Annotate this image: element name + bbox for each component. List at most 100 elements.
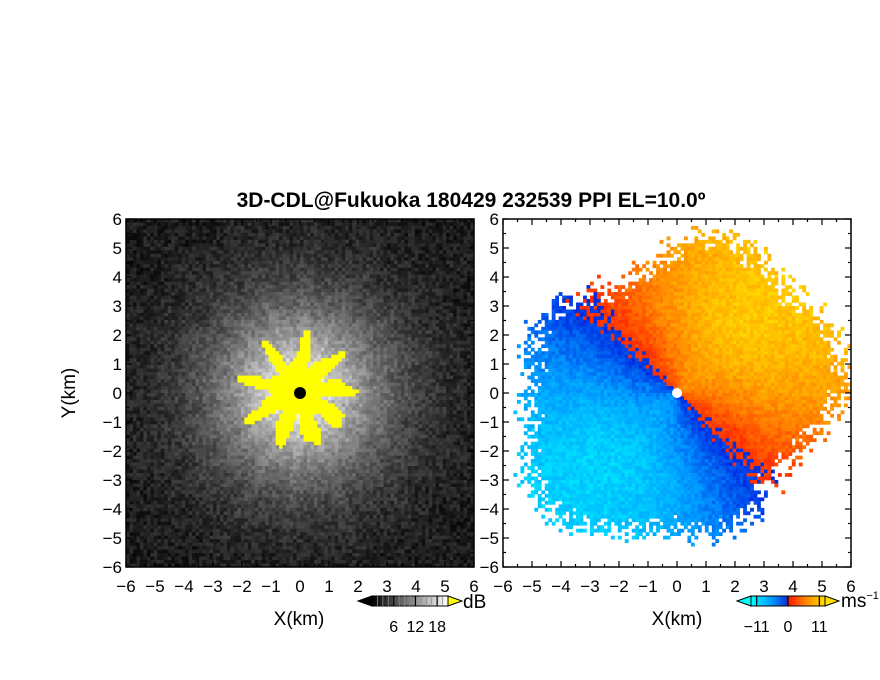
backscatter-cell bbox=[258, 312, 263, 317]
backscatter-cell bbox=[449, 316, 454, 321]
backscatter-cell bbox=[167, 264, 172, 269]
backscatter-cell bbox=[174, 250, 179, 255]
backscatter-cell bbox=[171, 333, 176, 338]
backscatter-cell bbox=[334, 274, 339, 279]
backscatter-cell bbox=[467, 225, 471, 230]
backscatter-cell bbox=[146, 250, 151, 255]
backscatter-cell bbox=[258, 344, 263, 349]
backscatter-cell bbox=[213, 271, 217, 276]
backscatter-cell bbox=[202, 358, 207, 363]
backscatter-cell bbox=[192, 351, 196, 356]
backscatter-cell bbox=[136, 386, 141, 390]
backscatter-cell bbox=[261, 354, 266, 359]
backscatter-cell bbox=[380, 316, 384, 321]
backscatter-cell bbox=[380, 278, 384, 282]
backscatter-cell bbox=[397, 344, 402, 349]
backscatter-cell bbox=[160, 236, 165, 241]
backscatter-cell bbox=[213, 274, 217, 279]
backscatter-cell bbox=[251, 379, 256, 383]
backscatter-cell bbox=[345, 295, 350, 300]
backscatter-cell bbox=[268, 267, 273, 272]
backscatter-cell bbox=[199, 250, 203, 255]
backscatter-cell bbox=[275, 302, 280, 307]
backscatter-cell bbox=[150, 354, 155, 359]
backscatter-cell bbox=[467, 281, 471, 286]
backscatter-cell bbox=[439, 375, 444, 380]
backscatter-cell bbox=[456, 295, 461, 300]
backscatter-cell bbox=[167, 299, 172, 303]
backscatter-cell bbox=[446, 365, 450, 369]
backscatter-cell bbox=[261, 375, 266, 380]
backscatter-cell bbox=[380, 260, 384, 265]
backscatter-cell bbox=[296, 271, 301, 276]
backscatter-cell bbox=[202, 236, 207, 241]
backscatter-cell bbox=[345, 368, 350, 373]
backscatter-cell bbox=[206, 333, 210, 338]
backscatter-cell bbox=[126, 257, 130, 262]
backscatter-cell bbox=[414, 288, 419, 293]
backscatter-cell bbox=[421, 365, 426, 369]
backscatter-cell bbox=[442, 246, 447, 251]
backscatter-cell bbox=[153, 229, 158, 234]
backscatter-cell bbox=[345, 281, 350, 286]
backscatter-cell bbox=[300, 379, 304, 383]
backscatter-cell bbox=[310, 250, 315, 255]
backscatter-cell bbox=[407, 271, 412, 276]
backscatter-cell bbox=[369, 347, 374, 352]
backscatter-cell bbox=[251, 281, 256, 286]
backscatter-cell bbox=[313, 264, 318, 269]
backscatter-cell bbox=[286, 375, 290, 380]
backscatter-cell bbox=[331, 281, 336, 286]
backscatter-cell bbox=[435, 257, 440, 262]
backscatter-cell bbox=[258, 337, 263, 342]
backscatter-cell bbox=[136, 382, 141, 387]
backscatter-cell bbox=[463, 288, 468, 293]
backscatter-cell bbox=[404, 354, 409, 359]
backscatter-cell bbox=[254, 358, 259, 363]
backscatter-cell bbox=[432, 344, 437, 349]
backscatter-cell bbox=[233, 250, 238, 255]
backscatter-cell bbox=[456, 285, 461, 289]
backscatter-cell bbox=[331, 278, 336, 282]
backscatter-cell bbox=[279, 368, 283, 373]
backscatter-cell bbox=[348, 271, 353, 276]
backscatter-cell bbox=[387, 323, 391, 328]
backscatter-cell bbox=[366, 333, 370, 338]
backscatter-cell bbox=[435, 316, 440, 321]
backscatter-cell bbox=[341, 292, 346, 296]
backscatter-cell bbox=[188, 361, 193, 366]
backscatter-cell bbox=[146, 271, 151, 276]
backscatter-cell bbox=[146, 274, 151, 279]
backscatter-cell bbox=[446, 243, 450, 248]
backscatter-cell bbox=[167, 253, 172, 258]
backscatter-cell bbox=[202, 389, 207, 394]
backscatter-cell bbox=[181, 312, 186, 317]
backscatter-cell bbox=[404, 302, 409, 307]
backscatter-cell bbox=[380, 375, 384, 380]
backscatter-cell bbox=[265, 368, 270, 373]
backscatter-cell bbox=[199, 379, 203, 383]
backscatter-cell bbox=[240, 246, 245, 251]
backscatter-cell bbox=[432, 222, 437, 227]
backscatter-cell bbox=[247, 306, 252, 310]
backscatter-cell bbox=[418, 386, 423, 390]
backscatter-cell bbox=[261, 236, 266, 241]
backscatter-cell bbox=[331, 365, 336, 369]
backscatter-cell bbox=[418, 225, 423, 230]
backscatter-cell bbox=[411, 302, 416, 307]
backscatter-cell bbox=[425, 365, 430, 369]
backscatter-cell bbox=[362, 306, 367, 310]
backscatter-cell bbox=[334, 243, 339, 248]
backscatter-cell bbox=[157, 337, 162, 342]
backscatter-cell bbox=[383, 264, 388, 269]
backscatter-cell bbox=[345, 354, 350, 359]
backscatter-cell bbox=[432, 368, 437, 373]
backscatter-cell bbox=[223, 333, 228, 338]
backscatter-cell bbox=[383, 306, 388, 310]
backscatter-cell bbox=[160, 257, 165, 262]
backscatter-cell bbox=[185, 267, 189, 272]
backscatter-cell bbox=[414, 264, 419, 269]
backscatter-cell bbox=[275, 333, 280, 338]
backscatter-cell bbox=[376, 326, 381, 331]
backscatter-cell bbox=[195, 295, 200, 300]
